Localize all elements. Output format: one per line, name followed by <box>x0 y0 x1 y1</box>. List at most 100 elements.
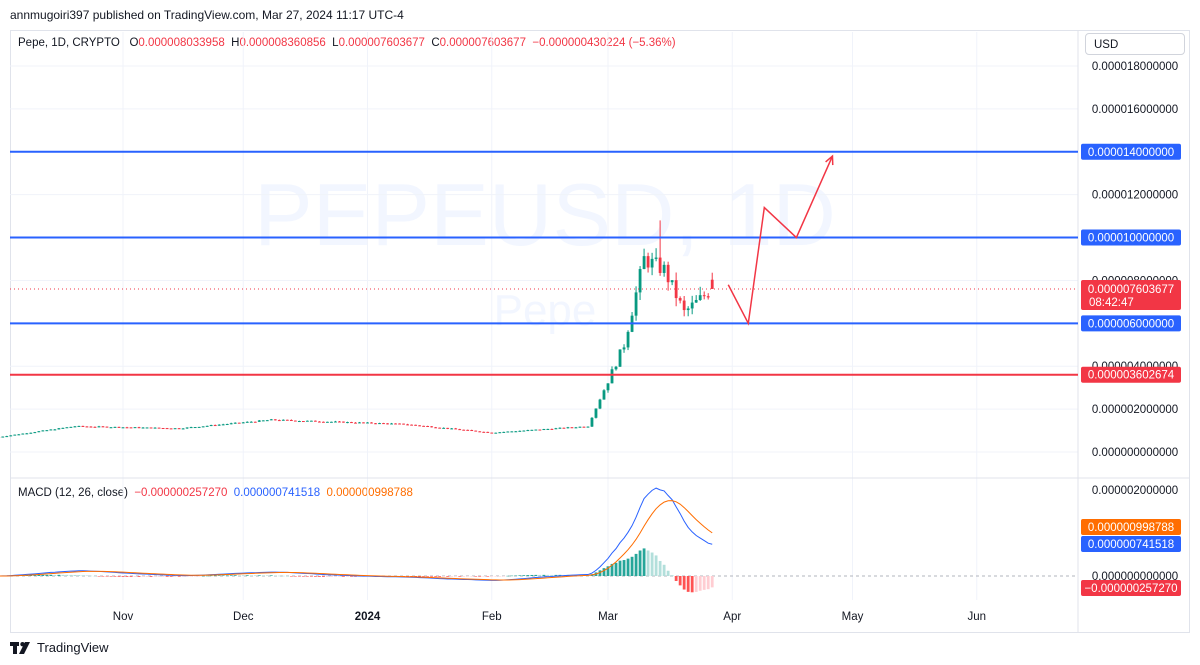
macd-histogram-bar <box>438 576 442 577</box>
low-value: 0.000007603677 <box>338 37 425 49</box>
macd-histogram-bar <box>502 576 506 577</box>
level-price-tag <box>1081 315 1181 332</box>
candle-body <box>706 296 710 298</box>
macd-histogram-bar <box>157 576 161 577</box>
watermark-symbol: PEPEUSD, 1D <box>254 165 836 264</box>
macd-histogram-bar <box>466 576 470 577</box>
price-tick-label: 0.000000000000 <box>1092 447 1178 459</box>
projection-path[interactable] <box>727 155 834 326</box>
candle-body <box>330 421 333 423</box>
macd-histogram-bar <box>285 575 289 577</box>
candle-body <box>446 427 450 429</box>
macd-histogram-bar <box>309 576 313 577</box>
macd-histogram-bar <box>626 558 630 576</box>
candle-body <box>165 428 169 430</box>
macd-histogram-bar <box>281 575 285 577</box>
macd-histogram-bar <box>350 576 353 577</box>
candle-body <box>494 432 498 434</box>
macd-histogram-bar <box>662 564 666 576</box>
level-price-tag <box>1081 143 1181 160</box>
macd-histogram-bar <box>305 576 309 577</box>
tradingview-brand: TradingView <box>37 640 109 655</box>
candle-body <box>173 428 177 430</box>
macd-title: MACD (12, 26, close) <box>18 487 128 499</box>
macd-histogram-bar <box>165 576 169 577</box>
candle-body <box>442 427 446 429</box>
published-by-text: annmugoiri397 published on TradingView.c… <box>10 8 404 22</box>
macd-histogram-bar <box>506 575 510 577</box>
macd-histogram-bar <box>185 576 189 577</box>
candle-body <box>566 427 570 429</box>
candle-body <box>378 423 381 425</box>
candle-body <box>386 423 389 425</box>
macd-histogram-bar <box>550 574 554 576</box>
macd-histogram-bar <box>678 576 682 586</box>
macd-histogram-bar <box>277 575 281 577</box>
macd-histogram-bar <box>265 575 269 576</box>
macd-histogram-bar <box>313 576 317 577</box>
candle-body <box>578 426 582 428</box>
macd-histogram-bar <box>69 574 73 576</box>
candle-body <box>181 428 185 430</box>
candle-body <box>574 427 578 429</box>
candle-body <box>318 421 321 423</box>
macd-histogram-bar <box>338 576 341 577</box>
candle-body <box>326 421 329 423</box>
macd-histogram-bar <box>418 576 422 577</box>
macd-value-tag <box>1081 580 1181 596</box>
macd-histogram-bar <box>494 576 498 577</box>
candle-body <box>682 300 686 311</box>
macd-histogram-bar <box>225 575 229 576</box>
macd-histogram-bar <box>73 574 77 576</box>
candle-body <box>205 425 209 427</box>
macd-histogram-bar <box>45 574 49 576</box>
candle-body <box>153 427 157 429</box>
candle-body <box>602 390 606 400</box>
candle-body <box>498 432 502 434</box>
watermark-name: Pepe <box>494 286 597 335</box>
candle-body <box>105 426 109 428</box>
macd-histogram-bar <box>181 576 185 577</box>
candle-body <box>394 423 397 425</box>
macd-histogram-bar <box>430 576 434 577</box>
price-tick-label: 0.000012000000 <box>1092 190 1178 202</box>
level-price-tag <box>1081 366 1181 383</box>
macd-histogram-bar <box>121 576 125 577</box>
candle-body <box>185 427 189 429</box>
candle-body <box>526 430 530 432</box>
candle-body <box>77 425 81 427</box>
candle-body <box>698 295 702 300</box>
macd-histogram-bar <box>97 576 101 577</box>
candle-body <box>426 426 430 428</box>
low-label: L <box>332 37 339 49</box>
candle-body <box>606 383 610 391</box>
macd-histogram-bar <box>141 576 145 577</box>
macd-tick-label: 0.000002000000 <box>1092 485 1178 497</box>
candle-body <box>85 426 89 428</box>
candle-body <box>542 429 546 431</box>
candle-body <box>289 419 293 421</box>
candle-body <box>41 430 45 432</box>
last-price-tag <box>1081 279 1181 310</box>
candle-body <box>374 423 377 425</box>
candle-body <box>37 431 41 433</box>
macd-histogram-bar <box>434 576 438 577</box>
macd-histogram-bar <box>77 575 81 576</box>
macd-histogram-bar <box>213 575 217 577</box>
candle-body <box>562 427 566 429</box>
currency-button[interactable]: USD <box>1085 33 1185 55</box>
macd-histogram-bar <box>233 575 237 576</box>
macd-histogram-bar <box>269 575 273 576</box>
candle-body <box>281 419 285 421</box>
macd-histogram-bar <box>518 575 522 576</box>
candle-body <box>502 431 506 433</box>
tradingview-logo[interactable]: TradingView <box>10 640 109 655</box>
macd-histogram-bar <box>117 576 121 577</box>
macd-histogram-bar <box>442 576 446 577</box>
macd-histogram-bar <box>446 576 450 577</box>
open-label: O <box>129 37 139 49</box>
macd-histogram-bar <box>702 576 706 590</box>
price-tick-label: 0.000016000000 <box>1092 104 1178 116</box>
macd-histogram-bar <box>129 576 133 577</box>
